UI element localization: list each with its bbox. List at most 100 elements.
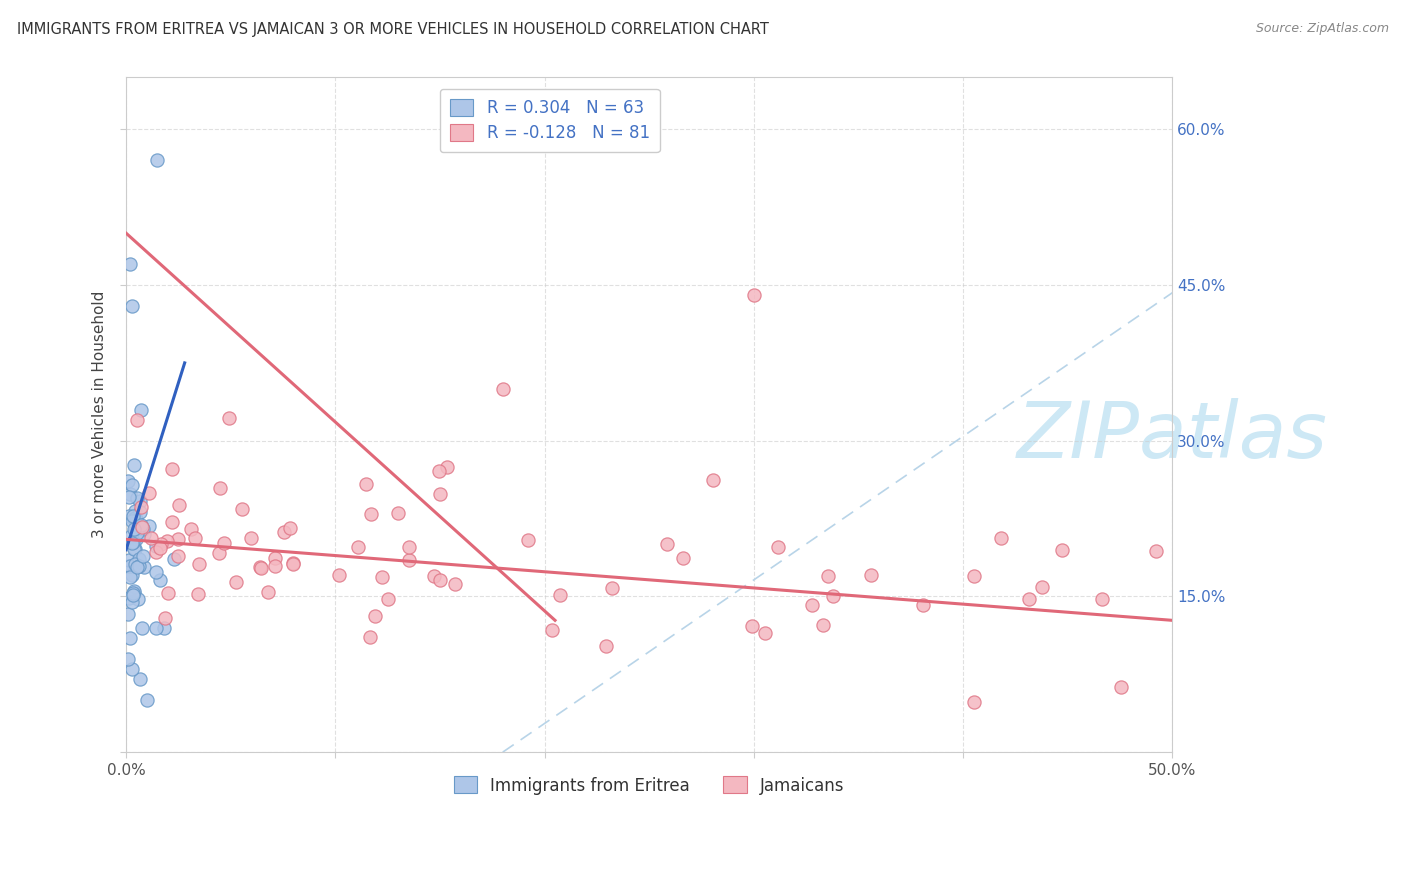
- Point: [155, 610, 177, 624]
- Point: [125, 413, 148, 427]
- Point: [800, 598, 823, 612]
- Point: [754, 626, 776, 640]
- Point: [811, 618, 834, 632]
- Point: [122, 512, 145, 526]
- Y-axis label: 3 or more Vehicles in Household: 3 or more Vehicles in Household: [93, 291, 107, 539]
- Point: [121, 588, 143, 602]
- Point: [118, 486, 141, 500]
- Point: [132, 522, 155, 536]
- Point: [188, 558, 211, 572]
- Point: [492, 382, 515, 396]
- Point: [145, 545, 167, 559]
- Legend: Immigrants from Eritrea, Jamaicans: Immigrants from Eritrea, Jamaicans: [444, 766, 855, 805]
- Point: [129, 494, 152, 508]
- Point: [371, 570, 394, 584]
- Point: [129, 673, 152, 687]
- Point: [231, 502, 253, 516]
- Point: [120, 570, 142, 584]
- Point: [138, 486, 160, 500]
- Point: [124, 522, 146, 536]
- Point: [218, 411, 240, 425]
- Point: [280, 521, 302, 535]
- Point: [742, 288, 765, 302]
- Point: [398, 540, 420, 554]
- Point: [124, 557, 146, 571]
- Point: [124, 504, 146, 518]
- Point: [436, 459, 458, 474]
- Point: [122, 458, 145, 472]
- Point: [121, 478, 143, 492]
- Point: [702, 473, 724, 487]
- Point: [145, 621, 167, 635]
- Point: [127, 592, 149, 607]
- Point: [273, 525, 295, 540]
- Point: [225, 574, 247, 589]
- Point: [817, 568, 839, 582]
- Point: [209, 482, 232, 496]
- Point: [128, 504, 150, 518]
- Point: [184, 531, 207, 545]
- Point: [152, 621, 174, 635]
- Point: [122, 542, 145, 557]
- Point: [120, 529, 142, 543]
- Point: [125, 532, 148, 546]
- Point: [212, 536, 235, 550]
- Point: [429, 486, 451, 500]
- Point: [1050, 542, 1073, 557]
- Point: [121, 662, 143, 676]
- Point: [131, 621, 153, 635]
- Point: [263, 558, 285, 573]
- Point: [963, 569, 986, 583]
- Point: [120, 631, 142, 645]
- Point: [132, 549, 155, 563]
- Point: [160, 515, 183, 529]
- Point: [129, 402, 152, 417]
- Point: [360, 507, 382, 521]
- Point: [517, 533, 540, 548]
- Point: [129, 500, 152, 515]
- Point: [595, 639, 617, 653]
- Point: [120, 558, 142, 573]
- Point: [125, 511, 148, 525]
- Point: [163, 552, 186, 566]
- Point: [741, 619, 763, 633]
- Point: [117, 651, 139, 665]
- Point: [117, 490, 139, 504]
- Point: [1031, 580, 1053, 594]
- Point: [657, 537, 679, 551]
- Point: [121, 536, 143, 550]
- Point: [264, 550, 287, 565]
- Point: [146, 153, 169, 168]
- Point: [541, 623, 564, 637]
- Point: [821, 589, 844, 603]
- Point: [125, 526, 148, 541]
- Point: [186, 586, 208, 600]
- Point: [121, 568, 143, 582]
- Point: [169, 498, 191, 512]
- Point: [128, 552, 150, 566]
- Point: [118, 509, 141, 524]
- Point: [377, 591, 399, 606]
- Point: [328, 568, 350, 582]
- Point: [1109, 680, 1132, 694]
- Point: [117, 474, 139, 488]
- Point: [548, 588, 571, 602]
- Point: [124, 511, 146, 525]
- Point: [766, 540, 789, 554]
- Point: [121, 299, 143, 313]
- Point: [180, 522, 202, 536]
- Point: [387, 506, 409, 520]
- Point: [138, 518, 160, 533]
- Point: [423, 569, 446, 583]
- Point: [124, 541, 146, 556]
- Point: [118, 553, 141, 567]
- Point: [124, 523, 146, 537]
- Point: [398, 553, 420, 567]
- Point: [145, 566, 167, 580]
- Point: [167, 549, 190, 563]
- Point: [121, 595, 143, 609]
- Point: [141, 531, 163, 545]
- Point: [912, 599, 935, 613]
- Point: [363, 609, 385, 624]
- Point: [156, 534, 179, 549]
